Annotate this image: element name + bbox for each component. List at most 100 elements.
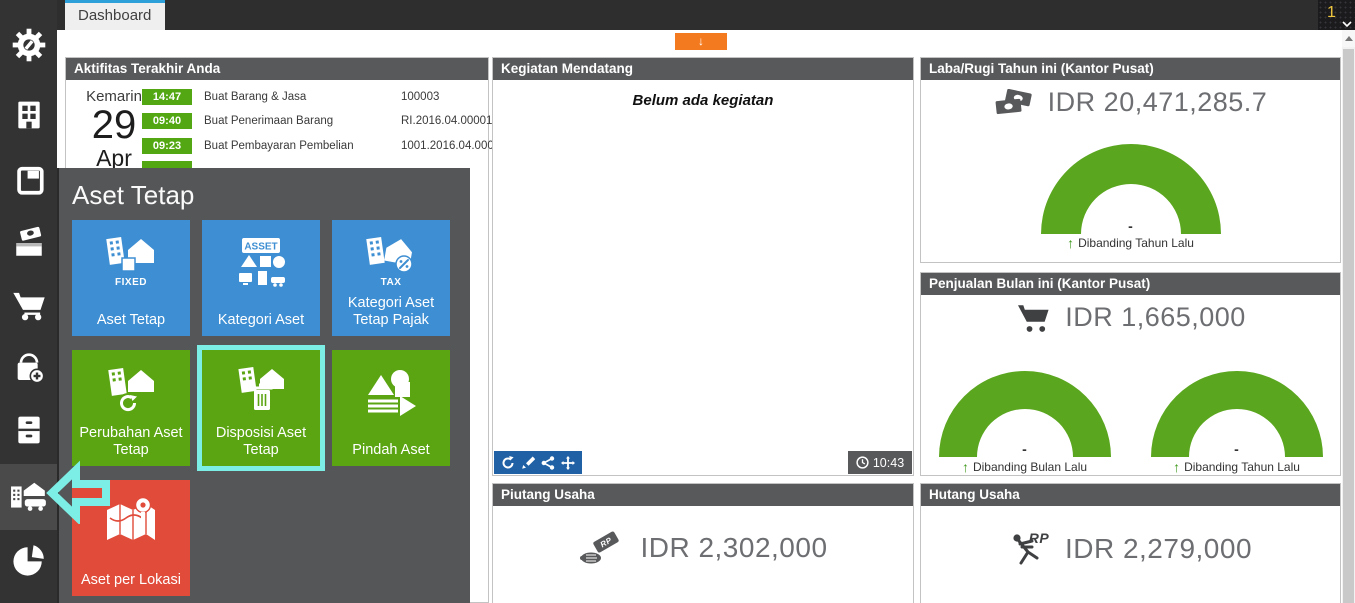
- shopping-cart-icon: [1018, 304, 1049, 332]
- panel-payable: Hutang Usaha RP IDR 2,279,000: [920, 483, 1341, 603]
- fixed-assets-icon: [10, 482, 46, 511]
- activity-time-badge: 14:47: [142, 89, 192, 105]
- move-icon[interactable]: [561, 455, 575, 470]
- tax-asset-category-icon: TAX: [332, 226, 450, 298]
- up-arrow-icon: ↑: [1067, 235, 1075, 251]
- tile-kategori-aset[interactable]: ASSET Kategori Aset: [202, 220, 320, 336]
- gauge-value: -: [1022, 441, 1027, 457]
- sidebar-item-inventory[interactable]: [0, 399, 57, 461]
- flyout-title: Aset Tetap: [72, 180, 195, 210]
- tile-kategori-aset-tetap-pajak[interactable]: TAX Kategori Aset Tetap Pajak: [332, 220, 450, 336]
- payable-amount-row: RP IDR 2,279,000: [921, 530, 1340, 568]
- edit-pencil-icon[interactable]: [521, 456, 535, 470]
- highlight-arrow-cursor: [46, 460, 110, 524]
- asset-by-location-icon: [72, 486, 190, 558]
- asset-transfer-icon: [332, 356, 450, 428]
- tile-label: Kategori Aset: [217, 312, 305, 328]
- notification-badge[interactable]: 1: [1318, 0, 1355, 30]
- tile-label: Kategori Aset Tetap Pajak: [347, 295, 435, 328]
- activity-time-badge: 09:40: [142, 113, 192, 129]
- gauge-value: -: [1234, 441, 1239, 457]
- gauge-comparison: ↑ Dibanding Tahun Lalu: [921, 235, 1340, 251]
- gauge-comparison-text: Dibanding Tahun Lalu: [1078, 236, 1194, 250]
- date-month: Apr: [96, 145, 132, 171]
- tile-label: Pindah Aset: [352, 442, 430, 458]
- fixed-asset-icon: FIXED: [72, 226, 190, 298]
- scroll-up-button[interactable]: [1342, 30, 1355, 47]
- down-arrow-icon: ↓: [698, 34, 704, 48]
- shopping-cart-icon: [12, 292, 45, 321]
- journal-book-icon: [16, 166, 44, 195]
- tile-perubahan-aset-tetap[interactable]: Perubahan Aset Tetap: [72, 350, 190, 466]
- tile-label: Disposisi Aset Tetap: [215, 425, 307, 458]
- sidebar: [0, 0, 57, 603]
- asset-disposal-icon: [202, 356, 320, 428]
- fixed-assets-flyout: Aset Tetap FIXED Aset Tetap: [57, 168, 470, 603]
- activity-ref[interactable]: RI.2016.04.00001: [401, 115, 493, 127]
- activity-action[interactable]: Buat Penerimaan Barang: [204, 115, 334, 127]
- panel-title: Piutang Usaha: [493, 484, 913, 506]
- sidebar-item-cash[interactable]: [0, 212, 57, 274]
- sidebar-item-sales[interactable]: [0, 337, 57, 399]
- activity-action[interactable]: Buat Pembayaran Pembelian: [204, 140, 354, 152]
- panel-upcoming-activities: Kegiatan Mendatang Belum ada kegiatan 10…: [492, 57, 914, 476]
- up-arrow-icon: ↑: [961, 459, 969, 475]
- payable-amount: IDR 2,279,000: [1064, 533, 1253, 564]
- cash-drawer-icon: [15, 226, 42, 256]
- tile-label: Aset Tetap: [96, 312, 166, 328]
- sidebar-item-reports[interactable]: [0, 529, 57, 591]
- panel-sales-month: Penjualan Bulan ini (Kantor Pusat) IDR 1…: [920, 272, 1341, 476]
- refresh-icon[interactable]: [501, 455, 515, 470]
- asset-category-icon: ASSET: [202, 226, 320, 298]
- activity-time-badge-partial: [142, 161, 192, 169]
- sidebar-item-settings[interactable]: [0, 14, 57, 76]
- tile-disposisi-aset-tetap[interactable]: Disposisi Aset Tetap: [197, 345, 325, 471]
- notification-count: 1: [1327, 4, 1336, 21]
- tax-badge: TAX: [380, 277, 402, 288]
- tab-dashboard[interactable]: Dashboard: [65, 0, 165, 30]
- tile-pindah-aset[interactable]: Pindah Aset: [332, 350, 450, 466]
- person-running-money-icon: RP: [1013, 530, 1050, 565]
- activity-ref[interactable]: 100003: [401, 91, 440, 103]
- banknotes-icon: [995, 88, 1032, 114]
- activity-ref[interactable]: 1001.2016.04.00003: [401, 140, 507, 152]
- panel-title: Penjualan Bulan ini (Kantor Pusat): [921, 273, 1340, 295]
- empty-message: Belum ada kegiatan: [632, 92, 774, 109]
- up-arrow-icon: ↑: [1173, 459, 1181, 475]
- activity-action[interactable]: Buat Barang & Jasa: [204, 91, 307, 103]
- scroll-down-button[interactable]: ↓: [675, 33, 727, 50]
- gauge-value: -: [1128, 218, 1133, 234]
- scrollbar-thumb[interactable]: [1343, 49, 1354, 603]
- share-icon[interactable]: [541, 455, 555, 470]
- tile-label: Aset per Lokasi: [81, 572, 181, 588]
- sales-amount-row: IDR 1,665,000: [921, 302, 1340, 333]
- clock-icon: [856, 456, 869, 469]
- sidebar-item-journal[interactable]: [0, 149, 57, 211]
- widget-toolbar: [494, 451, 582, 474]
- panel-profit-loss: Laba/Rugi Tahun ini (Kantor Pusat) IDR 2…: [920, 57, 1341, 263]
- chevron-down-icon: [1342, 21, 1352, 28]
- company-building-icon: [17, 101, 40, 129]
- last-updated-time: 10:43: [872, 455, 905, 470]
- gauge-comparison-text: Dibanding Tahun Lalu: [1184, 460, 1300, 474]
- gauge-comparison: ↑ Dibanding Tahun Lalu: [1173, 459, 1300, 475]
- sidebar-item-company[interactable]: [0, 84, 57, 146]
- tile-aset-tetap[interactable]: FIXED Aset Tetap: [72, 220, 190, 336]
- sales-bag-icon: [17, 353, 44, 384]
- panel-title: Laba/Rugi Tahun ini (Kantor Pusat): [921, 58, 1340, 80]
- gauge-comparison: ↑ Dibanding Bulan Lalu: [962, 459, 1087, 475]
- profit-gauge: -: [1039, 140, 1223, 234]
- panel-title: Kegiatan Mendatang: [493, 58, 913, 80]
- sidebar-item-fixed-assets[interactable]: [0, 464, 57, 530]
- hand-with-money-icon: RP: [580, 531, 620, 564]
- asset-revaluation-icon: [72, 356, 190, 428]
- activity-date: Kemarin 29 Apr: [78, 88, 150, 172]
- vertical-scrollbar[interactable]: [1342, 30, 1355, 603]
- tile-aset-per-lokasi[interactable]: Aset per Lokasi: [72, 480, 190, 596]
- settings-gear-icon: [12, 28, 45, 62]
- profit-amount-row: IDR 20,471,285.7: [921, 87, 1340, 118]
- topbar: Dashboard 1: [0, 0, 1355, 30]
- sidebar-item-purchases[interactable]: [0, 275, 57, 337]
- rp-label: RP: [1029, 530, 1050, 546]
